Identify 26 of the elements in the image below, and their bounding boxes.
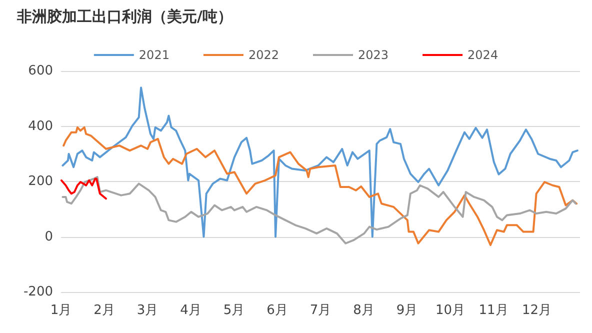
- y-tick-label: -200: [23, 284, 53, 300]
- x-tick-label: 6月: [266, 303, 288, 318]
- line-series: [62, 126, 578, 246]
- line-series: [60, 178, 107, 200]
- legend-label: 2023: [358, 48, 389, 62]
- x-tick-label: 7月: [310, 303, 332, 318]
- y-tick-label: 400: [28, 118, 53, 134]
- x-tick-label: 11月: [478, 303, 508, 318]
- x-tick-label: 10月: [435, 303, 466, 318]
- y-tick-label: 0: [44, 229, 53, 244]
- legend-label: 2022: [248, 48, 280, 62]
- x-tick-label: 2月: [94, 303, 115, 318]
- x-tick-label: 4月: [180, 303, 202, 318]
- y-tick-label: 600: [28, 64, 53, 78]
- x-tick-label: 3月: [136, 303, 158, 318]
- x-tick-label: 9月: [396, 303, 418, 318]
- x-tick-label: 1月: [50, 303, 72, 318]
- line-series: [62, 86, 578, 238]
- legend-label: 2024: [468, 48, 498, 62]
- x-tick-label: 5月: [223, 303, 245, 318]
- chart-title: 非洲胶加工出口利润（美元/吨）: [16, 8, 232, 26]
- x-tick-label: 12月: [522, 303, 552, 318]
- legend-label: 2021: [138, 48, 170, 62]
- y-tick-label: 200: [28, 174, 53, 189]
- x-tick-label: 8月: [353, 303, 374, 318]
- line-series: [62, 176, 577, 244]
